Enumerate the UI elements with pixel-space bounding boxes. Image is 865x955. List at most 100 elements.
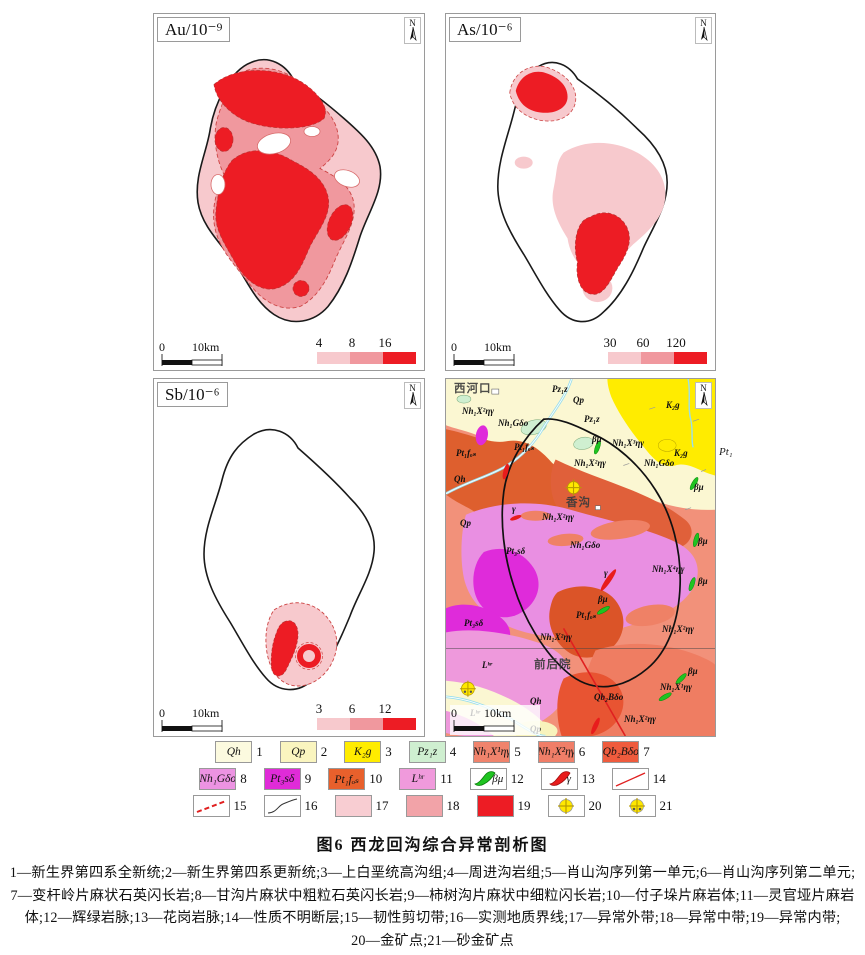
legend-number: 3 — [385, 744, 392, 759]
legend-item-5: Nh₁X¹ηγ 5 — [473, 741, 521, 763]
legend-row: Nh₁Gδo 8 Pt₃sδ 9 Pt₁fₒₛ 10 Lʰʳ 11 βμ 12 γ 13 14 — [199, 768, 666, 790]
panel-title-sb: Sb/10⁻⁶ — [157, 382, 228, 407]
legend-swatch: Qp — [279, 741, 317, 763]
geo-outside-unit-label: Pt₁ — [719, 446, 733, 458]
geo-unit-label: Nh₁X²ηγ — [542, 512, 575, 522]
color-scale-as: 30 60 120 — [604, 335, 707, 364]
geologic-map — [446, 379, 715, 736]
color-scale-value: 3 — [315, 701, 323, 716]
geo-unit-label: K₂g — [666, 400, 680, 410]
geo-unit-label: βμ — [698, 576, 708, 586]
shear-zone-icon — [192, 795, 230, 817]
dike-label: γ — [566, 773, 571, 785]
legend-number: 11 — [440, 771, 453, 786]
svg-text:0: 0 — [159, 706, 165, 720]
legend-item-16: 16 — [263, 795, 318, 817]
legend-swatch: Pt₁fₒₛ — [328, 768, 366, 790]
geo-unit-label: βμ — [698, 536, 708, 546]
legend-swatch: Nh₁X²ηγ — [537, 741, 575, 763]
color-scale-au: 4 8 16 — [316, 335, 416, 364]
geo-unit-label: Pz₁z — [584, 414, 600, 424]
legend-item-1: Qh 1 — [215, 741, 263, 763]
legend-number: 1 — [256, 744, 263, 759]
legend-item-7: Qb₂Bδo 7 — [602, 741, 650, 763]
as-anomaly-map — [497, 61, 668, 323]
north-needle-icon — [409, 392, 417, 407]
legend-unit-label: Qp — [291, 746, 306, 758]
legend-item-2: Qp 2 — [279, 741, 327, 763]
north-needle-icon — [700, 27, 708, 42]
geo-unit-label: Nh₁X²ηγ — [574, 458, 607, 468]
au-anomaly-map — [196, 58, 382, 323]
geo-unit-label: K₂g — [674, 448, 688, 458]
gold-deposit-symbol — [565, 479, 582, 496]
au-panel: Au/10⁻⁹ N 0 10km 4 8 16 — [153, 13, 425, 371]
geo-unit-label: Qh — [454, 474, 466, 484]
legend-item-14: 14 — [611, 768, 666, 790]
legend-number: 13 — [581, 771, 595, 786]
legend-swatch — [476, 795, 514, 817]
north-needle-icon — [700, 392, 708, 407]
geo-place-label: 前后院 — [534, 659, 572, 671]
geo-place-label: 西河口 — [454, 383, 492, 395]
geo-unit-label: Nh₁X¹ηγ — [660, 682, 693, 692]
legend-swatch: Qb₂Bδo — [602, 741, 640, 763]
figure-title: 图6 西龙回沟综合异常剖析图 — [316, 837, 549, 854]
legend-swatch: Nh₁Gδo — [199, 768, 237, 790]
geo-unit-label: Pt₁fₒₛ — [576, 610, 597, 620]
diabase-dike-icon: βμ — [469, 768, 507, 790]
placer-gold-symbol — [459, 680, 476, 697]
color-scale-swatch: 4 — [316, 335, 350, 364]
boundary-line-icon — [263, 795, 301, 817]
caption: 1—新生界第四系全新统;2—新生界第四系更新统;3—上白垩统高沟组;4—周进沟岩… — [0, 862, 865, 952]
legend-number: 8 — [240, 771, 247, 786]
legend-item-19: 19 — [476, 795, 531, 817]
geo-unit-label: Nh₁Gδo — [570, 540, 601, 550]
geo-unit-label: Nh₁X⁴ηγ — [652, 564, 685, 574]
legend-number: 12 — [510, 771, 524, 786]
legend-number: 9 — [304, 771, 312, 786]
legend-number: 18 — [446, 798, 460, 813]
legend-number: 14 — [652, 771, 666, 786]
geo-unit-label: Qb₂Bδo — [594, 692, 624, 702]
geo-unit-label: βμ — [688, 666, 698, 676]
svg-text:0: 0 — [159, 340, 165, 354]
legend-unit-label: Nh₁Gδo — [199, 773, 237, 785]
legend-number: 10 — [369, 771, 383, 786]
legend-unit-label: Nh₁X²ηγ — [537, 746, 575, 758]
legend-item-6: Nh₁X²ηγ 6 — [537, 741, 585, 763]
legend: Qh 1 Qp 2 K₂g 3 Pz₁z 4 Nh₁X¹ηγ 5 Nh₁X²ηγ 6 Qb₂Bδo 7 Nh… — [0, 741, 865, 817]
dike-label: βμ — [492, 773, 504, 785]
north-arrow: N — [404, 17, 421, 44]
geo-unit-label: βμ — [592, 434, 602, 444]
svg-text:10km: 10km — [484, 706, 512, 720]
legend-unit-label: Pz₁z — [417, 746, 438, 758]
geo-unit-label: γ — [604, 568, 608, 578]
geo-unit-label: βμ — [598, 594, 608, 604]
legend-item-4: Pz₁z 4 — [408, 741, 456, 763]
svg-text:0: 0 — [451, 340, 457, 354]
legend-swatch: Lʰʳ — [399, 768, 437, 790]
caption-line: 20—金矿点;21—砂金矿点 — [351, 932, 514, 949]
geo-unit-label: Nh₁X²ηγ — [662, 624, 695, 634]
north-arrow: N — [695, 382, 712, 409]
north-needle-icon — [409, 27, 417, 42]
legend-number: 17 — [375, 798, 389, 813]
geo-unit-label: Qp — [460, 518, 471, 528]
legend-swatch: Pt₃sδ — [263, 768, 301, 790]
geo-label-layer: Pz₁z Qp Pz₁z K₂g Nh₁X²ηγ Nh₁Gδo βμ Nh₁X³ηγ Nh₁Gδ… — [446, 379, 715, 736]
legend-unit-label: K₂g — [354, 746, 372, 758]
legend-swatch: Nh₁X¹ηγ — [473, 741, 511, 763]
geo-unit-label: Qp — [573, 395, 584, 405]
legend-item-18: 18 — [405, 795, 460, 817]
north-label: N — [409, 18, 416, 28]
sb-panel: Sb/10⁻⁶ N 0 10km 3 6 12 — [153, 378, 425, 737]
color-scale-swatch: 16 — [379, 335, 416, 364]
caption-block: 图6 西龙回沟综合异常剖析图 1—新生界第四系全新统;2—新生界第四系更新统;3… — [0, 831, 865, 952]
legend-item-10: Pt₁fₒₛ 10 — [328, 768, 382, 790]
legend-unit-label: Pt₁fₒₛ — [334, 774, 360, 786]
placer-gold-point-icon — [618, 795, 656, 817]
geo-unit-label: Pt₃sδ — [506, 546, 526, 556]
legend-number: 20 — [588, 798, 602, 813]
